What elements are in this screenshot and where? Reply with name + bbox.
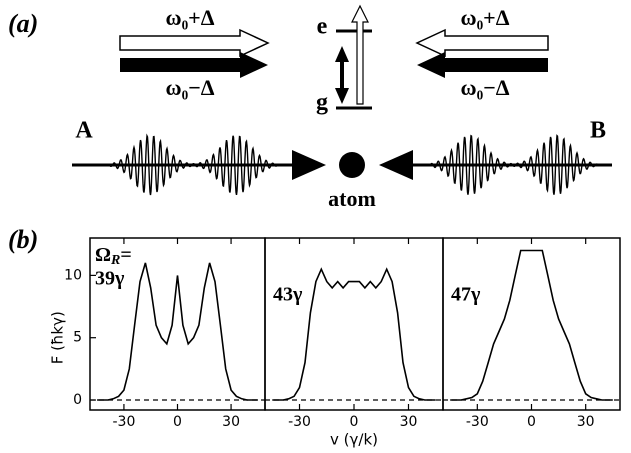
atom [339, 152, 365, 178]
wave-packet [78, 133, 290, 196]
annotation-part: = [120, 244, 131, 266]
frequency-label: ω₀−Δ [460, 75, 509, 100]
x-tick-label: 30 [400, 414, 418, 430]
x-tick-label: 0 [527, 414, 536, 430]
transition-arrow [335, 46, 349, 104]
y-tick-label: 0 [73, 392, 82, 408]
panel-frame [442, 237, 621, 411]
panel-label: (b) [8, 225, 38, 254]
panel-annotation: 39γ [95, 268, 125, 290]
y-axis-label: F (ħkγ) [49, 311, 67, 364]
data-line [97, 262, 258, 401]
x-tick-label: 30 [222, 414, 240, 430]
x-tick-label: 30 [577, 414, 595, 430]
panel-annotation: ΩR= [95, 244, 132, 269]
beam-label: A [75, 118, 93, 144]
data-line [450, 249, 613, 401]
beam-head [292, 150, 326, 180]
wave-packet [415, 134, 610, 195]
x-tick-label: -30 [466, 414, 489, 430]
beam-arrow [119, 28, 270, 58]
beam-label: B [590, 118, 606, 144]
x-tick-label: -30 [112, 414, 135, 430]
atom-label: atom [328, 186, 376, 211]
data-line [272, 267, 436, 401]
beam-arrow [120, 52, 268, 78]
frequency-label: ω₀+Δ [165, 5, 214, 30]
annotation-part: Ω [95, 244, 111, 266]
transition-arrow [351, 4, 369, 105]
frequency-label: ω₀−Δ [165, 75, 214, 100]
beam-arrow [415, 28, 549, 58]
level-label: g [316, 90, 328, 116]
frequency-label: ω₀+Δ [460, 5, 509, 30]
x-tick-label: 0 [350, 414, 359, 430]
annotation-part: R [110, 253, 120, 268]
panel-label: (a) [8, 9, 38, 38]
beam-arrow [417, 52, 548, 78]
x-axis-label: v (γ/k) [330, 431, 378, 449]
level-label: e [317, 14, 328, 40]
panel-frame [264, 237, 444, 411]
panel-annotation: 47γ [451, 284, 481, 306]
x-tick-label: 0 [173, 414, 182, 430]
y-tick-label: 10 [64, 267, 82, 283]
beam-head [379, 150, 413, 180]
y-tick-label: 5 [73, 330, 82, 346]
x-tick-label: -30 [288, 414, 311, 430]
panel-annotation: 43γ [273, 284, 303, 306]
